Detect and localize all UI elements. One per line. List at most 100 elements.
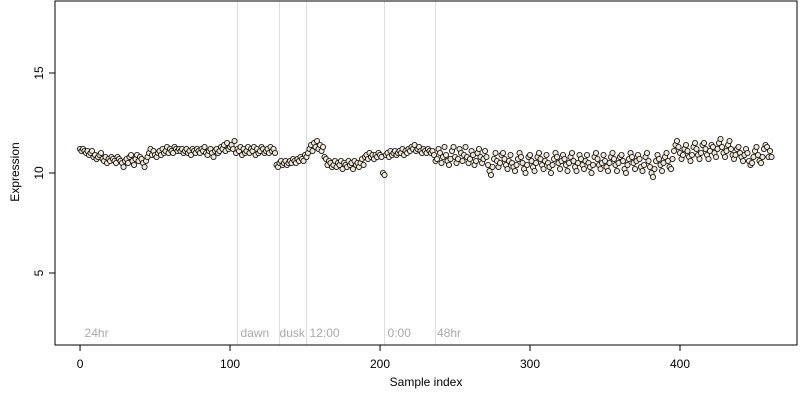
point xyxy=(767,147,774,154)
y-axis-title: Expression xyxy=(8,142,22,201)
point xyxy=(459,157,466,164)
x-tick-label: 400 xyxy=(670,357,690,371)
annotation: 48hr xyxy=(437,326,461,340)
point xyxy=(467,155,474,162)
annotation: dusk xyxy=(280,326,306,340)
point xyxy=(693,145,700,152)
point xyxy=(764,143,771,150)
point xyxy=(629,153,636,160)
point xyxy=(431,151,438,158)
point xyxy=(719,143,726,150)
point xyxy=(500,149,507,156)
point xyxy=(540,165,547,172)
point xyxy=(518,153,525,160)
point xyxy=(476,145,483,152)
point xyxy=(645,157,652,164)
point xyxy=(564,167,571,174)
point xyxy=(588,169,595,176)
point xyxy=(98,149,105,156)
point xyxy=(443,151,450,158)
point xyxy=(636,155,643,162)
point xyxy=(651,165,658,172)
point xyxy=(593,149,600,156)
point xyxy=(590,161,597,168)
point xyxy=(717,135,724,142)
point xyxy=(531,167,538,174)
point xyxy=(722,153,729,160)
annotation: 0:00 xyxy=(388,326,412,340)
point xyxy=(557,165,564,172)
point xyxy=(381,171,388,178)
point xyxy=(573,167,580,174)
point xyxy=(350,165,357,172)
point xyxy=(692,139,699,146)
point xyxy=(131,161,138,168)
point xyxy=(639,167,646,174)
annotation: dawn xyxy=(241,326,270,340)
point xyxy=(309,147,316,154)
annotation: 12:00 xyxy=(310,326,340,340)
point xyxy=(320,143,327,150)
point xyxy=(620,157,627,164)
point xyxy=(554,153,561,160)
point xyxy=(548,169,555,176)
point xyxy=(696,155,703,162)
point xyxy=(549,161,556,168)
point xyxy=(758,159,765,166)
point xyxy=(450,143,457,150)
point xyxy=(584,151,591,158)
point xyxy=(210,153,217,160)
point xyxy=(713,153,720,160)
point xyxy=(683,141,690,148)
x-tick-label: 300 xyxy=(520,357,540,371)
point xyxy=(641,161,648,168)
point xyxy=(482,147,489,154)
plot-box xyxy=(54,0,798,346)
point xyxy=(623,169,630,176)
point xyxy=(675,143,682,150)
point xyxy=(120,163,127,170)
point xyxy=(609,149,616,156)
point xyxy=(668,165,675,172)
point xyxy=(611,155,618,162)
point xyxy=(489,163,496,170)
point xyxy=(561,155,568,162)
point xyxy=(632,165,639,172)
point xyxy=(618,151,625,158)
annotation: 24hr xyxy=(85,326,109,340)
point xyxy=(624,161,631,168)
point xyxy=(614,167,621,174)
y-tick-label: 5 xyxy=(32,269,46,276)
point xyxy=(680,151,687,158)
point xyxy=(437,149,444,156)
point xyxy=(543,151,550,158)
x-tick-label: 0 xyxy=(77,357,84,371)
point xyxy=(446,161,453,168)
point xyxy=(231,137,238,144)
point xyxy=(600,151,607,158)
point xyxy=(768,153,775,160)
point xyxy=(663,149,670,156)
point xyxy=(492,149,499,156)
point xyxy=(524,161,531,168)
point xyxy=(605,167,612,174)
y-tick-label: 15 xyxy=(32,66,46,80)
point xyxy=(656,155,663,162)
point xyxy=(726,137,733,144)
point xyxy=(441,143,448,150)
point xyxy=(300,157,307,164)
point xyxy=(507,151,514,158)
point xyxy=(689,151,696,158)
point xyxy=(504,165,511,172)
point xyxy=(644,149,651,156)
point xyxy=(513,161,520,168)
point xyxy=(314,137,321,144)
point xyxy=(597,165,604,172)
point xyxy=(483,153,490,160)
point xyxy=(684,147,691,154)
point xyxy=(671,147,678,154)
x-tick-label: 200 xyxy=(370,357,390,371)
point xyxy=(201,143,208,150)
point xyxy=(89,147,96,154)
point xyxy=(473,157,480,164)
